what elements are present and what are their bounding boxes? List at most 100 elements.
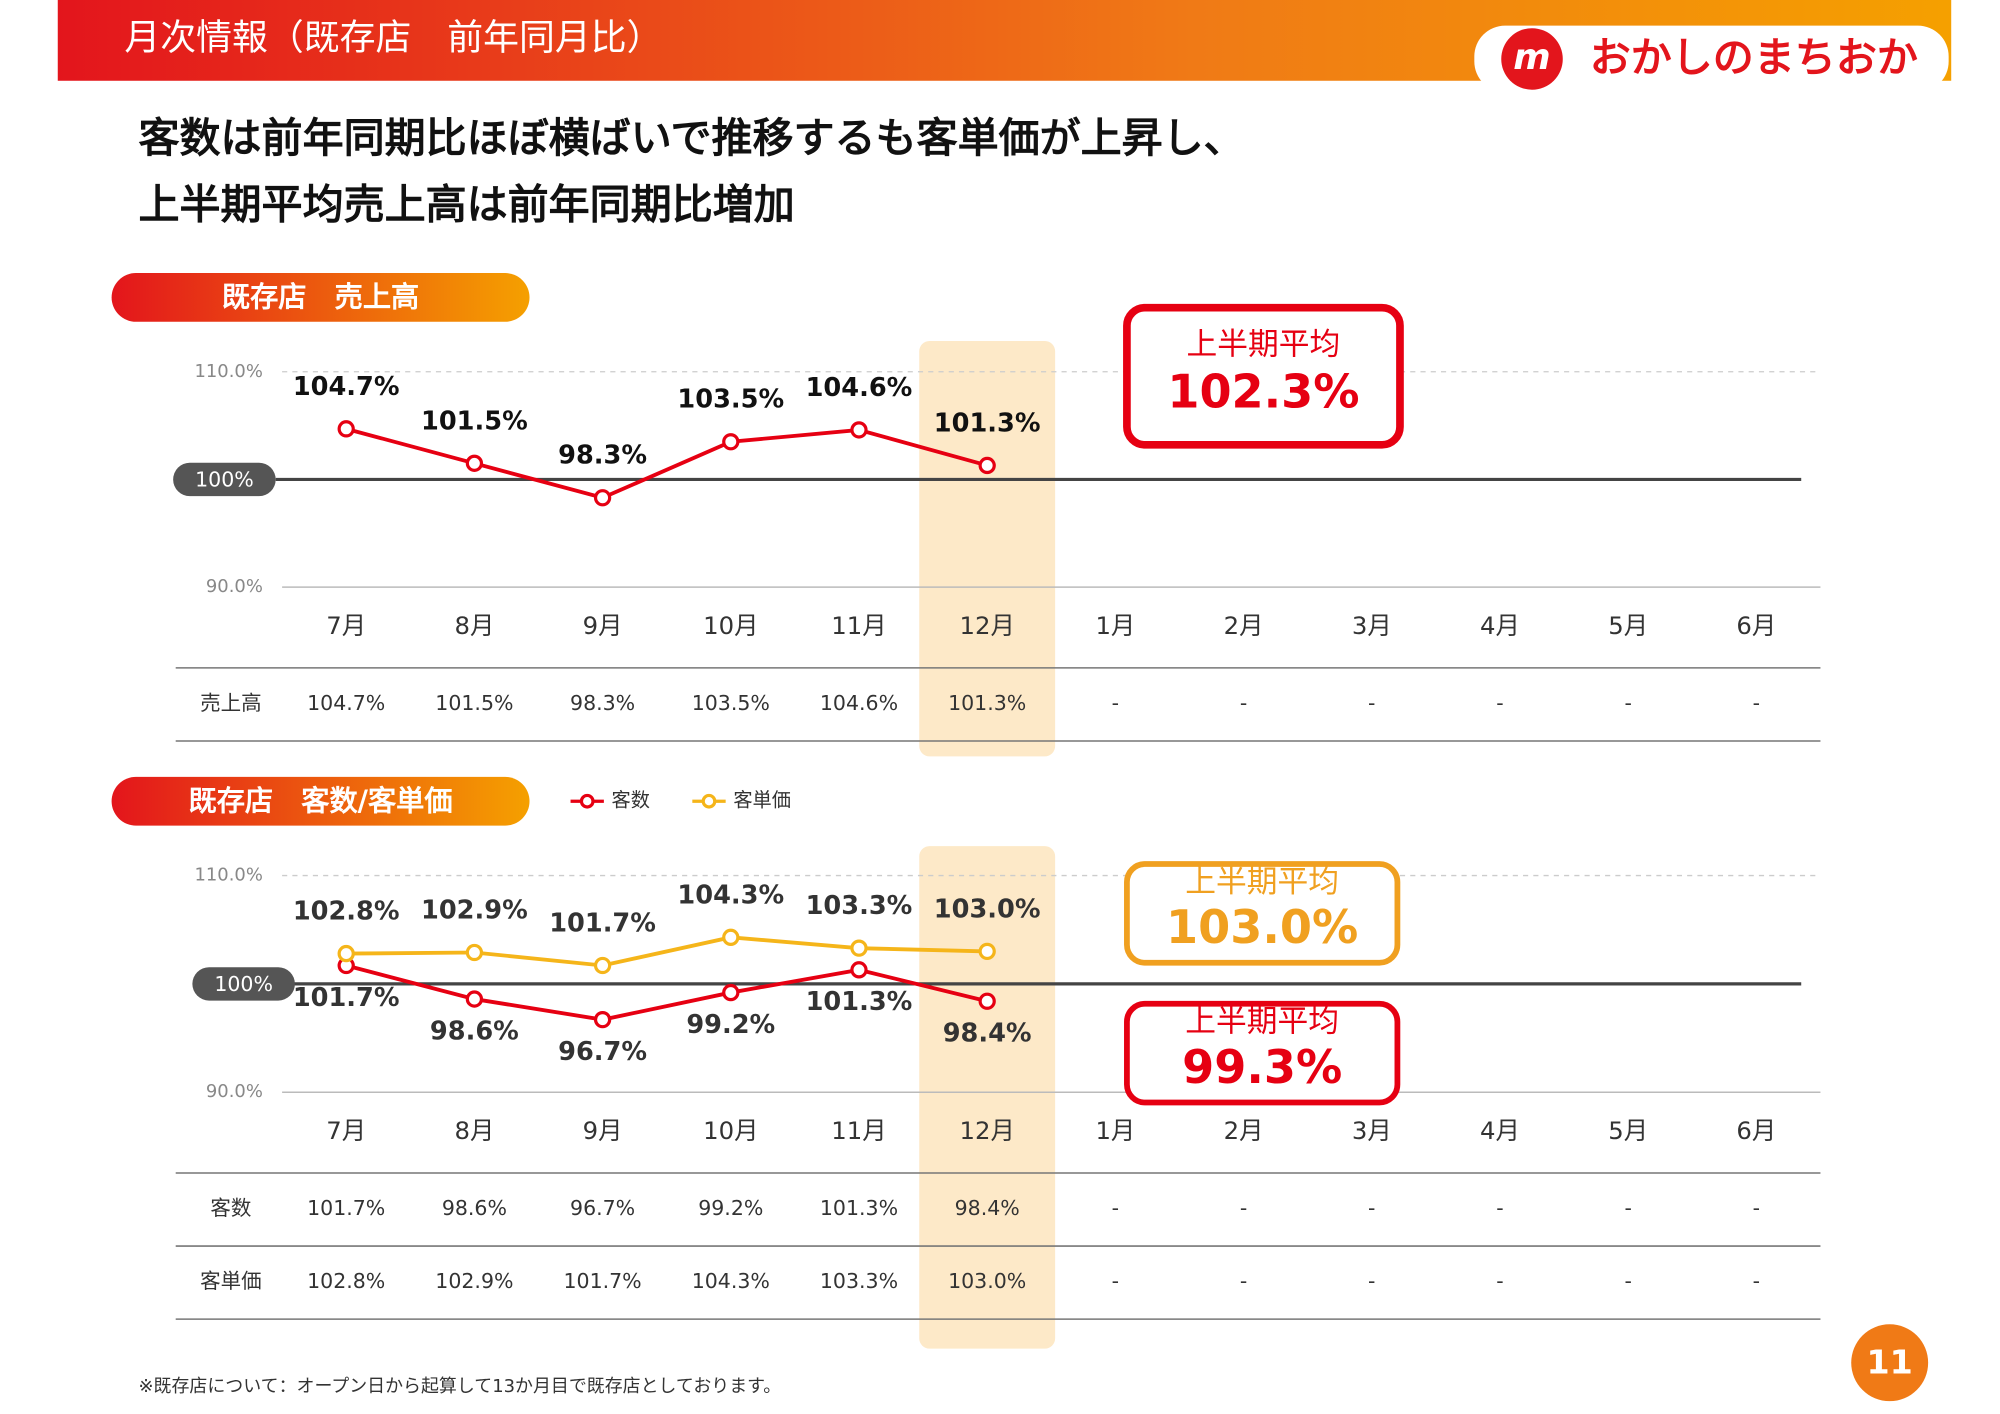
table-cell: - bbox=[1753, 1269, 1760, 1293]
table-cell: 104.3% bbox=[692, 1269, 770, 1293]
data-point bbox=[593, 956, 612, 975]
table-cell: - bbox=[1240, 691, 1247, 715]
data-point bbox=[722, 928, 740, 946]
x-tick-label: 3月 bbox=[1352, 1116, 1392, 1145]
x-tick-label: 6月 bbox=[1736, 611, 1776, 640]
y-tick-label: 90.0% bbox=[206, 576, 263, 597]
x-tick-label: 10月 bbox=[703, 1116, 758, 1145]
table-cell: 102.9% bbox=[435, 1269, 513, 1293]
table-cell: - bbox=[1496, 1196, 1503, 1220]
svg-text:m: m bbox=[1513, 37, 1550, 78]
data-point bbox=[465, 454, 484, 472]
x-tick-label: 4月 bbox=[1480, 1116, 1520, 1145]
data-point bbox=[978, 992, 996, 1010]
data-label: 101.7% bbox=[293, 983, 400, 1013]
data-label: 98.3% bbox=[558, 441, 647, 471]
table-cell: 96.7% bbox=[570, 1196, 635, 1220]
reference-pill bbox=[173, 462, 276, 497]
chart-title: 既存店 客数/客単価 bbox=[189, 785, 453, 818]
table-cell: - bbox=[1240, 1269, 1247, 1293]
table-cell: 98.6% bbox=[442, 1196, 507, 1220]
table-cell: - bbox=[1496, 1269, 1503, 1293]
header-title: 月次情報（既存店 前年同月比） bbox=[124, 18, 662, 59]
x-tick-label: 9月 bbox=[583, 1116, 623, 1145]
average-box bbox=[1124, 1000, 1401, 1106]
data-label: 104.7% bbox=[293, 372, 400, 402]
reference-label: 100% bbox=[195, 468, 254, 492]
table-cell: 客数 bbox=[210, 1196, 251, 1220]
legend-marker bbox=[579, 793, 595, 809]
average-value: 103.0% bbox=[1166, 900, 1358, 954]
x-tick-label: 11月 bbox=[831, 1116, 886, 1145]
data-point bbox=[850, 961, 868, 979]
table-cell: - bbox=[1624, 691, 1631, 715]
table-cell: 98.3% bbox=[570, 691, 635, 715]
section-pill bbox=[111, 273, 530, 322]
section-pill bbox=[111, 776, 530, 826]
headline: 客数は前年同期比ほぼ横ばいで推移するも客単価が上昇し、 bbox=[139, 114, 1245, 162]
data-label: 98.6% bbox=[430, 1016, 519, 1046]
table-cell: 101.3% bbox=[820, 1196, 898, 1220]
x-tick-label: 10月 bbox=[703, 611, 758, 640]
data-point bbox=[593, 489, 612, 507]
highlight-column bbox=[919, 846, 1056, 1349]
average-value: 99.3% bbox=[1182, 1040, 1342, 1094]
data-label: 104.6% bbox=[806, 373, 913, 403]
x-tick-label: 12月 bbox=[960, 611, 1015, 640]
table-cell: - bbox=[1496, 691, 1503, 715]
data-point bbox=[978, 942, 996, 961]
table-cell: 客単価 bbox=[200, 1269, 261, 1293]
table-cell: - bbox=[1624, 1269, 1631, 1293]
table-cell: 101.7% bbox=[307, 1196, 385, 1220]
data-label: 99.2% bbox=[686, 1010, 775, 1040]
x-tick-label: 7月 bbox=[326, 1116, 366, 1145]
table-cell: 101.3% bbox=[948, 691, 1026, 715]
average-label: 上半期平均 bbox=[1187, 327, 1341, 363]
average-box bbox=[1123, 303, 1404, 449]
average-box bbox=[1124, 861, 1401, 966]
table-cell: 103.5% bbox=[692, 691, 770, 715]
average-value: 102.3% bbox=[1167, 364, 1359, 418]
data-point bbox=[722, 983, 740, 1002]
data-label: 98.4% bbox=[943, 1019, 1032, 1049]
data-point bbox=[337, 420, 355, 438]
series-line bbox=[346, 935, 988, 968]
x-tick-label: 2月 bbox=[1224, 611, 1264, 640]
data-label: 101.7% bbox=[549, 908, 656, 938]
table-cell: - bbox=[1753, 1196, 1760, 1220]
highlight-column bbox=[919, 341, 1056, 757]
x-tick-label: 3月 bbox=[1352, 611, 1392, 640]
x-tick-label: 4月 bbox=[1480, 611, 1520, 640]
table-cell: 104.7% bbox=[307, 691, 385, 715]
table-cell: 104.6% bbox=[820, 691, 898, 715]
reference-pill bbox=[192, 967, 295, 1001]
series-line bbox=[345, 426, 988, 500]
table-cell: - bbox=[1368, 1196, 1375, 1220]
x-tick-label: 5月 bbox=[1608, 611, 1648, 640]
table-cell: 99.2% bbox=[698, 1196, 763, 1220]
headline: 上半期平均売上高は前年同期比増加 bbox=[139, 181, 795, 229]
data-point bbox=[978, 456, 996, 475]
table-cell: - bbox=[1368, 1269, 1375, 1293]
data-label: 96.7% bbox=[558, 1037, 647, 1067]
data-label: 104.3% bbox=[677, 880, 784, 910]
reference-label: 100% bbox=[214, 972, 273, 996]
table-cell: - bbox=[1112, 1196, 1119, 1220]
data-point bbox=[465, 943, 484, 962]
table-cell: - bbox=[1624, 1196, 1631, 1220]
legend-label: 客数 bbox=[612, 789, 650, 812]
data-label: 103.3% bbox=[806, 891, 913, 921]
data-point bbox=[465, 990, 484, 1008]
data-point bbox=[593, 1010, 612, 1029]
table-cell: 売上高 bbox=[200, 691, 261, 715]
x-tick-label: 1月 bbox=[1095, 1116, 1135, 1145]
footnote: ※既存店について：オープン日から起算して13か月目で既存店としております。 bbox=[139, 1376, 782, 1397]
table-cell: - bbox=[1240, 1196, 1247, 1220]
data-point bbox=[850, 421, 868, 439]
average-label: 上半期平均 bbox=[1185, 1004, 1339, 1040]
page-number: 11 bbox=[1866, 1343, 1912, 1382]
y-tick-label: 110.0% bbox=[194, 865, 262, 886]
x-tick-label: 1月 bbox=[1095, 611, 1135, 640]
page-badge bbox=[1851, 1324, 1929, 1402]
